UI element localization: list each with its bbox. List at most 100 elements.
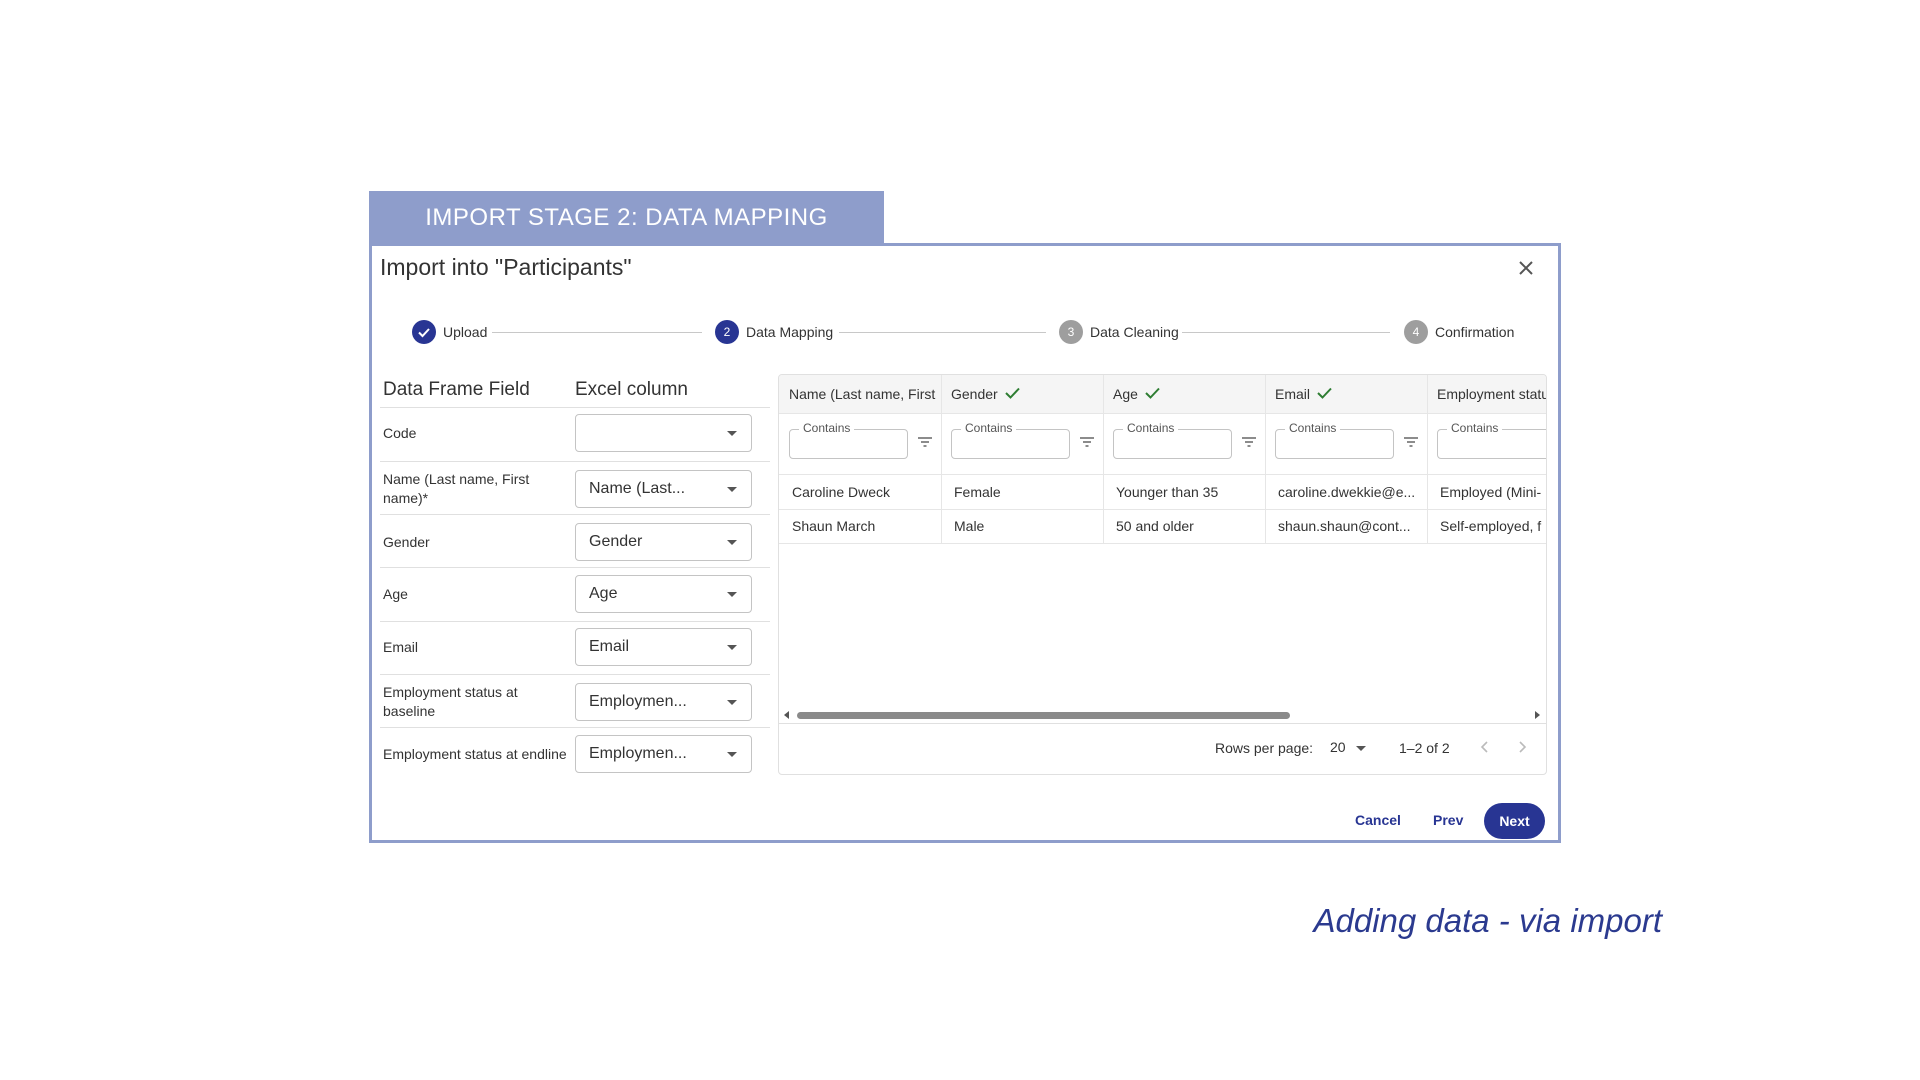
row-divider [380, 727, 770, 728]
column-divider [1427, 375, 1428, 543]
column-header: Employment statu [1437, 386, 1547, 402]
mapped-check [1310, 386, 1334, 402]
grid-cell: Shaun March [792, 518, 876, 534]
grid-header-bg [779, 375, 1546, 413]
mapped-check [998, 386, 1022, 402]
row-divider [779, 509, 1546, 510]
select-value: Email [589, 638, 630, 655]
mapped-check [1138, 386, 1162, 402]
row-divider [380, 567, 770, 568]
caption: Adding data - via import [1313, 902, 1662, 939]
column-select[interactable]: Gender [575, 523, 752, 561]
filter-label: Contains [1447, 421, 1503, 435]
select-value: Name (Last... [589, 480, 686, 497]
row-divider [380, 674, 770, 675]
grid-cell: 50 and older [1116, 518, 1194, 534]
rows-caret [1356, 746, 1366, 751]
header-divider [779, 413, 1546, 414]
grid-cell: Caroline Dweck [792, 484, 891, 500]
dialog-title: Import into "Participants" [380, 254, 632, 280]
stage-banner: IMPORT STAGE 2: DATA MAPPING [369, 191, 884, 244]
grid-cell: Self-employed, f [1440, 518, 1542, 534]
scroll-right [1535, 711, 1540, 719]
step-connector [839, 332, 1046, 333]
step-label: Confirmation [1435, 324, 1515, 340]
select-caret [727, 487, 737, 492]
page-range: 1–2 of 2 [1399, 740, 1450, 756]
column-header: Name (Last name, First [789, 386, 936, 402]
select-value: Gender [589, 533, 643, 550]
column-select[interactable] [575, 414, 752, 452]
column-header: Gender [951, 386, 1101, 402]
column-divider [1103, 375, 1104, 543]
field-label: Employment status at endline [383, 745, 567, 762]
import-dialog: Import into "Participants" Upload 2 Data M… [369, 243, 1561, 843]
select-value: Age [589, 585, 618, 602]
grid-cell: caroline.dwekkie@e... [1278, 484, 1416, 500]
next-button[interactable]: Next [1484, 803, 1545, 839]
field-label: Gender [383, 533, 430, 550]
grid-cell: Employed (Mini- [1440, 484, 1542, 500]
row-divider [380, 461, 770, 462]
page-arrows[interactable] [1479, 739, 1529, 760]
column-header: Age [1113, 386, 1263, 402]
row-divider [380, 621, 770, 622]
field-label: Name (Last name, First name)* [383, 471, 530, 506]
select-value: Employmen... [589, 745, 687, 762]
column-select[interactable]: Employmen... [575, 683, 752, 721]
filter-label: Contains [1285, 421, 1341, 435]
step-circle [412, 320, 436, 344]
filter-divider [779, 474, 1546, 475]
step-circle: 3 [1059, 320, 1083, 344]
column-select[interactable]: Name (Last... [575, 470, 752, 508]
select-caret [727, 645, 737, 650]
dialog-body: Upload 2 Data Mapping 3 Data Cleaning 4 Confir… [372, 246, 1558, 840]
step-label: Data Mapping [746, 324, 834, 340]
step-connector [492, 332, 702, 333]
footer-divider [779, 723, 1546, 724]
column-header: Email [1275, 386, 1425, 402]
column-select[interactable]: Email [575, 628, 752, 666]
row-divider [380, 407, 770, 408]
grid-cell: shaun.shaun@cont... [1278, 518, 1411, 534]
filter-icon[interactable] [1241, 435, 1257, 454]
row-divider [380, 514, 770, 515]
select-value: Employmen... [589, 693, 687, 710]
column-select[interactable]: Employmen... [575, 735, 752, 773]
scroll-left [784, 711, 789, 719]
filter-icon[interactable] [1079, 435, 1095, 454]
grid-cell: Female [954, 484, 1001, 500]
select-caret [727, 540, 737, 545]
step-circle: 4 [1404, 320, 1428, 344]
grid-cell: Male [954, 518, 985, 534]
select-caret [727, 700, 737, 705]
close-button[interactable] [1517, 259, 1535, 277]
select-caret [727, 592, 737, 597]
cancel-button[interactable]: Cancel [1355, 812, 1401, 828]
prev-button[interactable]: Prev [1433, 812, 1464, 828]
filter-icon[interactable] [1403, 435, 1419, 454]
data-grid: Name (Last name, First Contains Gender Cont… [778, 374, 1547, 775]
filter-label: Contains [1123, 421, 1179, 435]
row-divider [779, 543, 1546, 544]
step-connector [1182, 332, 1390, 333]
column-divider [941, 375, 942, 543]
field-label: Employment status at baseline [383, 684, 518, 719]
select-caret [727, 431, 737, 436]
rows-per-page[interactable]: 20 [1330, 739, 1346, 755]
field-label: Age [383, 585, 408, 602]
check-icon [418, 328, 430, 338]
scroll-thumb[interactable] [797, 712, 1290, 719]
column-divider [1265, 375, 1266, 543]
step-circle: 2 [715, 320, 739, 344]
step-label: Upload [443, 324, 488, 340]
filter-label: Contains [799, 421, 855, 435]
mapping-header: Excel column [575, 379, 688, 400]
filter-label: Contains [961, 421, 1017, 435]
field-label: Code [383, 424, 417, 441]
step-label: Data Cleaning [1090, 324, 1179, 340]
column-select[interactable]: Age [575, 575, 752, 613]
rows-per-page-label: Rows per page: [1215, 740, 1314, 756]
filter-icon[interactable] [917, 435, 933, 454]
